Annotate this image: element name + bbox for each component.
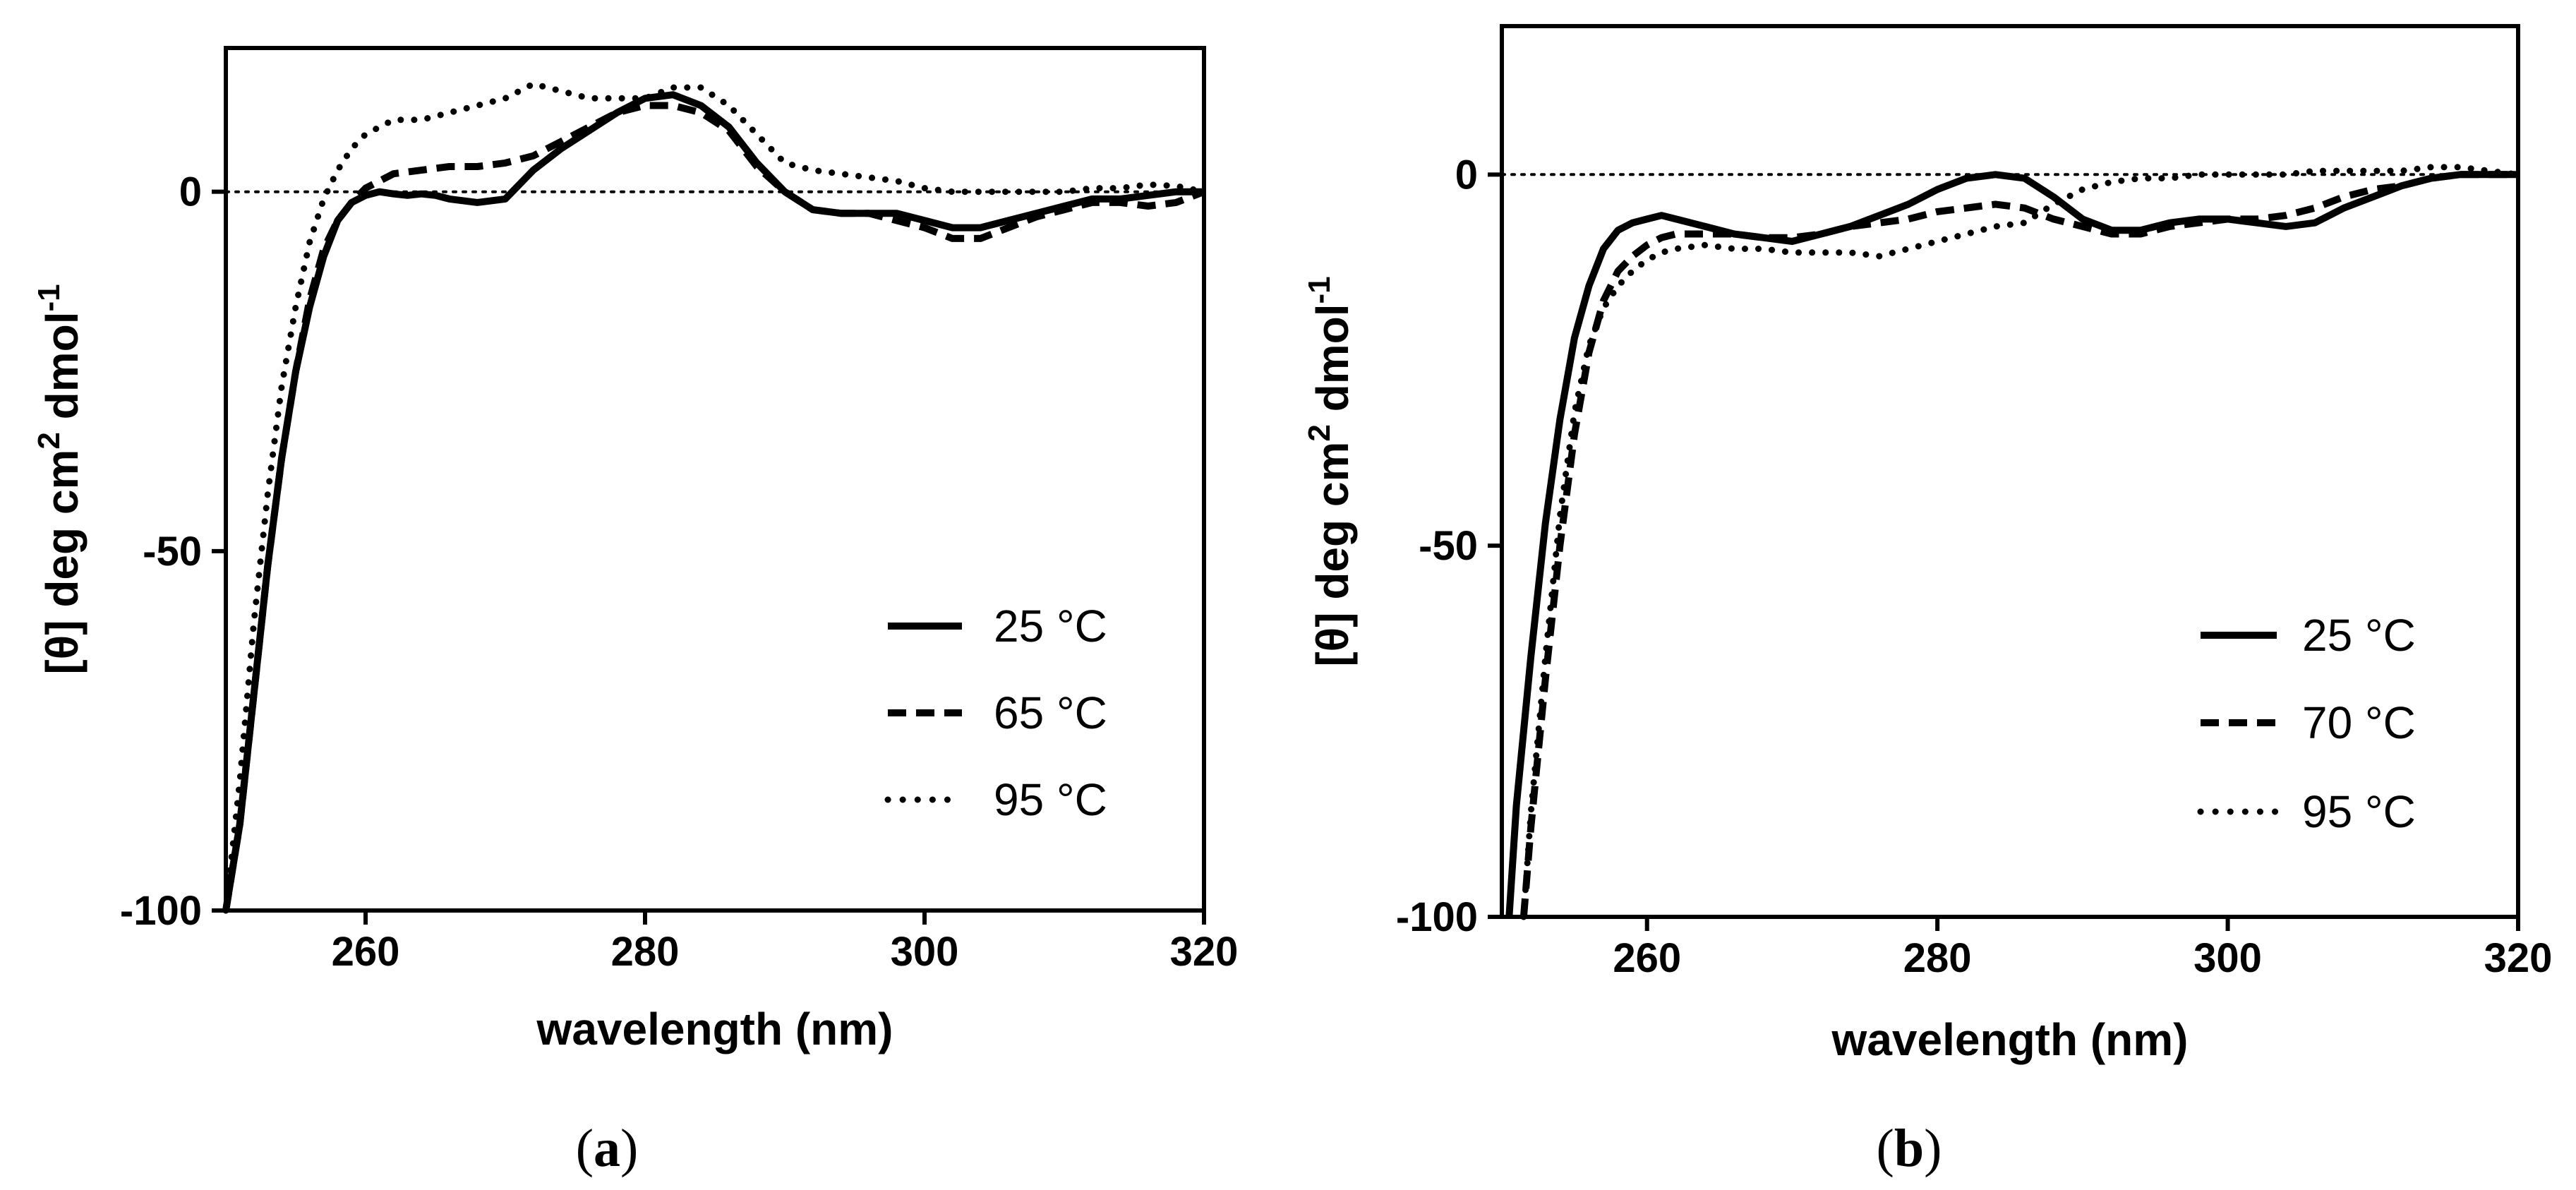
panel-a-caption-label: (a) — [576, 1119, 639, 1178]
panel-a-ticks: 260 280 300 320 -100 -50 0 — [120, 169, 1238, 975]
panel-b-legend: 25 °C 70 °C 95 °C — [2197, 610, 2416, 837]
panel-b-x-tick-label-320: 320 — [2484, 935, 2553, 981]
panel-b-series-70c-line — [1519, 171, 2518, 918]
panel-a-x-tick-label-300: 300 — [891, 929, 959, 975]
panel-b-plot-frame — [1500, 24, 2520, 919]
panel-b-y-tick-label--100: -100 — [1396, 894, 1478, 940]
panel-a-series-group — [222, 80, 1208, 914]
panel-a-x-tick-label-260: 260 — [332, 929, 400, 975]
panel-a-x-axis-title: wavelength (nm) — [536, 1004, 893, 1054]
panel-b-ticks: 260 280 300 320 -100 -50 0 — [1396, 152, 2552, 981]
panel-b: 260 280 300 320 -100 -50 0 wavelength (nm) [θ]… — [1302, 24, 2552, 1178]
panel-a-legend-label-25c: 25 °C — [994, 601, 1107, 651]
panel-b-x-tick-label-260: 260 — [1613, 935, 1681, 981]
panel-a-series-95c-line — [222, 80, 1208, 914]
panel-b-series-25c-line — [1505, 171, 2518, 918]
panel-b-y-tick-label--50: -50 — [1419, 523, 1478, 569]
panel-a: 260 280 300 320 -100 -50 0 wavelength (nm) [θ]… — [32, 46, 1238, 1178]
panel-a-series-65c-line — [222, 102, 1205, 911]
panel-a-legend-label-95c: 95 °C — [994, 774, 1107, 825]
panel-a-y-tick-label--100: -100 — [120, 888, 202, 934]
panel-b-x-tick-label-280: 280 — [1903, 935, 1972, 981]
panel-b-legend-label-95c: 95 °C — [2302, 786, 2416, 837]
panel-a-x-tick-label-320: 320 — [1170, 929, 1239, 975]
panel-a-legend-label-65c: 65 °C — [994, 687, 1107, 738]
panel-b-caption-label: (b) — [1877, 1119, 1942, 1178]
panel-a-y-axis-title: [θ] deg cm2 dmol-1 — [32, 284, 88, 674]
panel-a-plot-frame — [224, 46, 1206, 913]
panel-b-x-axis-title: wavelength (nm) — [1831, 1014, 2189, 1065]
panel-b-x-tick-label-300: 300 — [2193, 935, 2262, 981]
panel-a-legend: 25 °C 65 °C 95 °C — [884, 601, 1107, 825]
panel-b-series-95c-line — [1520, 164, 2522, 920]
panel-b-series-group — [1505, 164, 2522, 920]
panel-b-y-axis-title: [θ] deg cm2 dmol-1 — [1302, 276, 1358, 666]
panel-b-y-tick-label-0: 0 — [1455, 152, 1478, 198]
panel-a-y-tick-label-0: 0 — [179, 169, 202, 215]
panel-a-y-tick-label--50: -50 — [143, 529, 202, 575]
panel-a-x-tick-label-280: 280 — [611, 929, 680, 975]
panel-b-legend-label-70c: 70 °C — [2302, 697, 2416, 748]
panel-b-legend-label-25c: 25 °C — [2302, 610, 2416, 661]
